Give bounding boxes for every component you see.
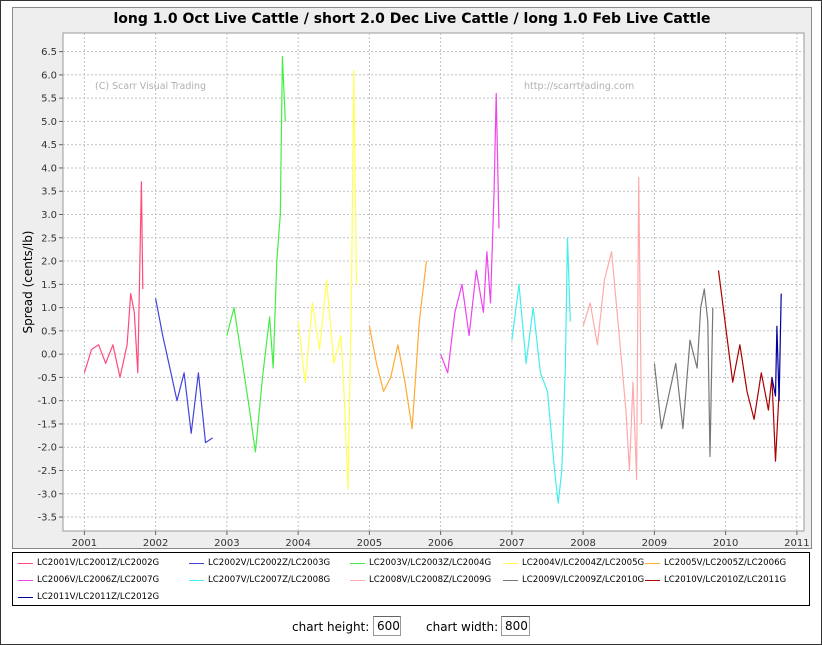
legend-label: LC2011V/LC2011Z/LC2012G [37, 592, 160, 602]
legend-label: LC2004V/LC2004Z/LC2005G [522, 558, 645, 568]
legend-label: LC2009V/LC2009Z/LC2010G [522, 575, 645, 585]
legend-swatch [503, 563, 518, 564]
y-tick-label: -2.5 [37, 466, 57, 477]
legend-label: LC2010V/LC2010Z/LC2011G [664, 575, 787, 585]
x-tick-label: 2011 [784, 538, 809, 548]
legend-swatch [350, 580, 365, 581]
x-tick-label: 2008 [570, 538, 595, 548]
series-line-2 [155, 298, 213, 444]
y-tick-label: -2.0 [37, 443, 57, 454]
y-tick-label: -3.5 [37, 513, 57, 524]
chart-width-input[interactable]: 800 [501, 616, 530, 636]
legend-swatch [503, 580, 518, 581]
series-line-7 [511, 237, 571, 504]
y-tick-label: 3.5 [41, 187, 57, 198]
legend-swatch [18, 597, 33, 598]
series-line-10 [717, 270, 780, 462]
y-tick-label: 0.5 [41, 326, 57, 337]
legend-label: LC2002V/LC2002Z/LC2003G [208, 558, 331, 568]
x-tick-label: 2001 [72, 538, 97, 548]
x-tick-label: 2007 [499, 538, 524, 548]
y-tick-label: 2.0 [41, 257, 57, 268]
legend-label: LC2003V/LC2003Z/LC2004G [369, 558, 492, 568]
y-tick-label: 6.0 [41, 70, 57, 81]
x-tick-label: 2003 [214, 538, 239, 548]
x-tick-label: 2002 [143, 538, 168, 548]
legend-swatch [18, 580, 33, 581]
y-tick-label: -1.5 [37, 419, 57, 430]
y-tick-label: 5.0 [41, 117, 57, 128]
y-tick-label: -0.5 [37, 373, 57, 384]
y-tick-label: 1.0 [41, 303, 57, 314]
legend-swatch [645, 563, 660, 564]
legend-label: LC2008V/LC2008Z/LC2009G [369, 575, 492, 585]
legend-label: LC2006V/LC2006Z/LC2007G [37, 575, 160, 585]
chart-panel: long 1.0 Oct Live Cattle / short 2.0 Dec… [12, 7, 812, 549]
legend-label: LC2007V/LC2007Z/LC2008G [208, 575, 331, 585]
x-tick-label: 2006 [428, 538, 453, 548]
chart-width-label: chart width: [426, 620, 499, 634]
plot-area [62, 32, 805, 532]
series-line-9 [653, 288, 714, 458]
y-tick-label: 5.5 [41, 94, 57, 105]
chart-height-input[interactable]: 600 [373, 616, 401, 636]
series-line-1 [83, 181, 144, 378]
y-tick-label: 1.5 [41, 280, 57, 291]
x-tick-label: 2005 [357, 538, 382, 548]
y-tick-label: -3.0 [37, 489, 57, 500]
chart-svg: long 1.0 Oct Live Cattle / short 2.0 Dec… [21, 11, 810, 548]
legend-swatch [189, 580, 204, 581]
legend: LC2001V/LC2001Z/LC2002G LC2002V/LC2002Z/L… [12, 552, 810, 606]
legend-swatch [18, 563, 33, 564]
chart-title: long 1.0 Oct Live Cattle / short 2.0 Dec… [114, 11, 711, 27]
series-line-5 [368, 261, 427, 430]
y-tick-label: 3.0 [41, 210, 57, 221]
series-line-4 [297, 69, 358, 490]
chart-height-label: chart height: [292, 620, 370, 634]
chart-size-controls: chart height: 600 chart width: 800 [1, 616, 822, 640]
series-line-3 [226, 55, 286, 453]
y-tick-label: 6.5 [41, 47, 57, 58]
series-line-6 [440, 92, 500, 374]
legend-swatch [350, 563, 365, 564]
series-line-11 [771, 293, 782, 402]
y-tick-label: -1.0 [37, 396, 57, 407]
x-tick-label: 2009 [642, 538, 667, 548]
x-tick-label: 2004 [285, 538, 310, 548]
y-tick-label: 0.0 [41, 350, 57, 361]
watermark-copyright: (C) Scarr Visual Trading [95, 81, 206, 92]
legend-swatch [645, 580, 660, 581]
x-tick-label: 2010 [713, 538, 738, 548]
watermark-url: http://scarrtrading.com [524, 81, 634, 92]
series-line-8 [582, 176, 643, 481]
legend-swatch [189, 563, 204, 564]
y-tick-label: 4.0 [41, 163, 57, 174]
legend-label: LC2001V/LC2001Z/LC2002G [37, 558, 160, 568]
y-axis-label: Spread (cents/lb) [21, 231, 35, 334]
y-tick-label: 2.5 [41, 233, 57, 244]
legend-label: LC2005V/LC2005Z/LC2006G [664, 558, 787, 568]
y-tick-label: 4.5 [41, 140, 57, 151]
